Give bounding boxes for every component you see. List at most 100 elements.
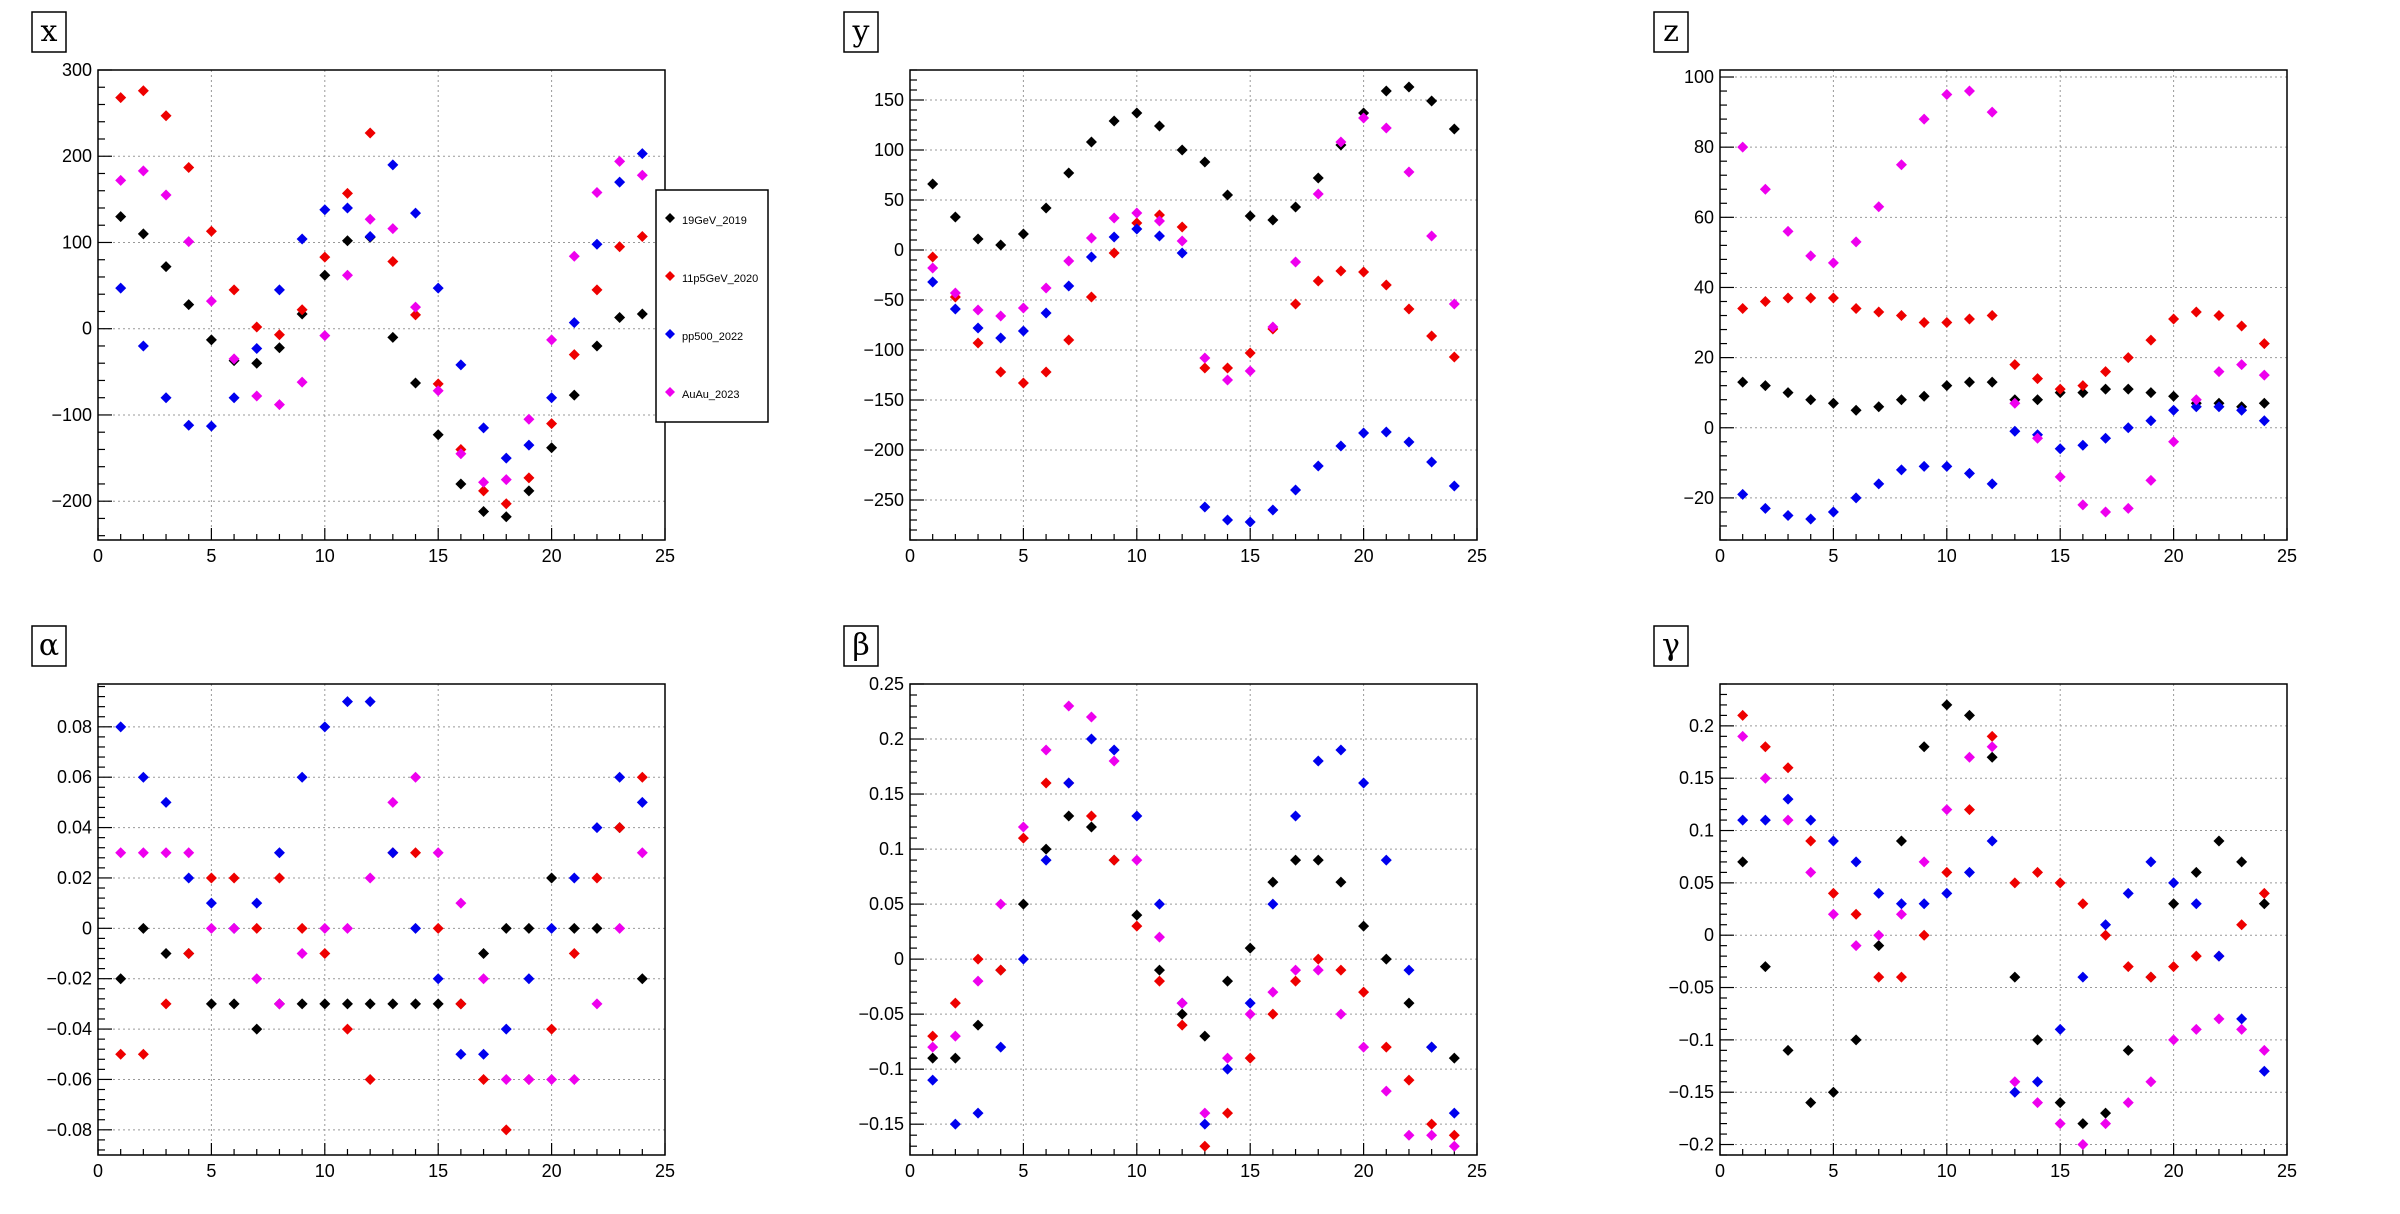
data-point	[2122, 383, 2134, 395]
data-point	[115, 92, 127, 104]
data-point	[1244, 1008, 1256, 1020]
data-point	[296, 922, 308, 934]
data-point	[1895, 310, 1907, 322]
data-point	[2122, 502, 2134, 514]
data-point	[1737, 376, 1749, 388]
data-point	[1199, 1118, 1211, 1130]
data-point	[432, 973, 444, 985]
data-point	[1222, 1052, 1234, 1064]
data-point	[500, 498, 512, 510]
x-tick-label: 25	[2277, 1161, 2297, 1181]
data-point	[1335, 744, 1347, 756]
data-point	[1358, 266, 1370, 278]
data-point	[341, 269, 353, 281]
y-tick-label: 100	[874, 140, 904, 160]
data-point	[1358, 1041, 1370, 1053]
data-point	[1108, 854, 1120, 866]
data-point	[2190, 1023, 2202, 1035]
data-point	[183, 161, 195, 173]
y-tick-label: 0	[1704, 418, 1714, 438]
data-point	[1153, 898, 1165, 910]
data-point	[1941, 380, 1953, 392]
panel-title: z	[1663, 14, 1679, 49]
data-point	[1312, 460, 1324, 472]
x-tick-label: 10	[1127, 546, 1147, 566]
y-tick-label: 0.05	[869, 894, 904, 914]
x-tick-label: 25	[655, 1161, 675, 1181]
data-point	[296, 771, 308, 783]
data-point	[1380, 953, 1392, 965]
data-point	[319, 948, 331, 960]
data-point	[2032, 373, 2044, 385]
data-point	[972, 1019, 984, 1031]
data-point	[273, 998, 285, 1010]
data-point	[1850, 404, 1862, 416]
y-tick-label: 0	[82, 918, 92, 938]
y-tick-label: 0.05	[1679, 873, 1714, 893]
data-point	[1244, 942, 1256, 954]
data-point	[1426, 95, 1438, 107]
data-point	[160, 796, 172, 808]
data-point	[455, 998, 467, 1010]
data-point	[1986, 751, 1998, 763]
data-point	[1108, 231, 1120, 243]
data-point	[1063, 700, 1075, 712]
data-point	[1963, 751, 1975, 763]
data-point	[2190, 394, 2202, 406]
data-point	[1108, 755, 1120, 767]
data-point	[160, 948, 172, 960]
data-point	[387, 223, 399, 235]
data-point	[1782, 225, 1794, 237]
data-point	[1895, 908, 1907, 920]
series-19GeV_2019	[1737, 376, 2270, 416]
data-point	[1199, 1030, 1211, 1042]
data-point	[251, 897, 263, 909]
data-point	[1737, 709, 1749, 721]
data-point	[2077, 1139, 2089, 1151]
data-point	[1963, 85, 1975, 97]
data-point	[972, 953, 984, 965]
y-tick-label: 100	[62, 232, 92, 252]
data-point	[1063, 280, 1075, 292]
data-point	[1290, 810, 1302, 822]
series-11p5GeV_2020	[1737, 292, 2270, 395]
data-point	[410, 922, 422, 934]
data-point	[2100, 919, 2112, 931]
data-point	[1737, 856, 1749, 868]
plot-frame	[1719, 69, 2288, 541]
data-point	[387, 159, 399, 171]
data-point	[273, 872, 285, 884]
data-point	[205, 295, 217, 307]
data-point	[1358, 112, 1370, 124]
x-tick-label: 10	[1937, 1161, 1957, 1181]
data-point	[2190, 950, 2202, 962]
data-point	[2236, 1023, 2248, 1035]
x-tick-label: 5	[1018, 1161, 1028, 1181]
y-tick-label: −20	[1683, 488, 1714, 508]
data-point	[1963, 866, 1975, 878]
data-point	[636, 973, 648, 985]
data-point	[160, 110, 172, 122]
data-point	[1290, 298, 1302, 310]
data-point	[228, 998, 240, 1010]
y-tick-label: 50	[884, 190, 904, 210]
data-point	[1153, 975, 1165, 987]
data-point	[432, 429, 444, 441]
data-point	[1131, 810, 1143, 822]
data-point	[1222, 362, 1234, 374]
data-point	[2077, 898, 2089, 910]
data-point	[949, 997, 961, 1009]
data-point	[1290, 201, 1302, 213]
data-point	[2236, 404, 2248, 416]
data-point	[614, 822, 626, 834]
y-tick-label: −0.04	[46, 1019, 92, 1039]
data-point	[591, 922, 603, 934]
data-point	[2236, 320, 2248, 332]
x-tick-label: 20	[2164, 546, 2184, 566]
data-point	[341, 922, 353, 934]
data-point	[1918, 113, 1930, 125]
x-tick-label: 20	[2164, 1161, 2184, 1181]
data-point	[2054, 383, 2066, 395]
data-point	[1737, 303, 1749, 315]
data-point	[341, 235, 353, 247]
